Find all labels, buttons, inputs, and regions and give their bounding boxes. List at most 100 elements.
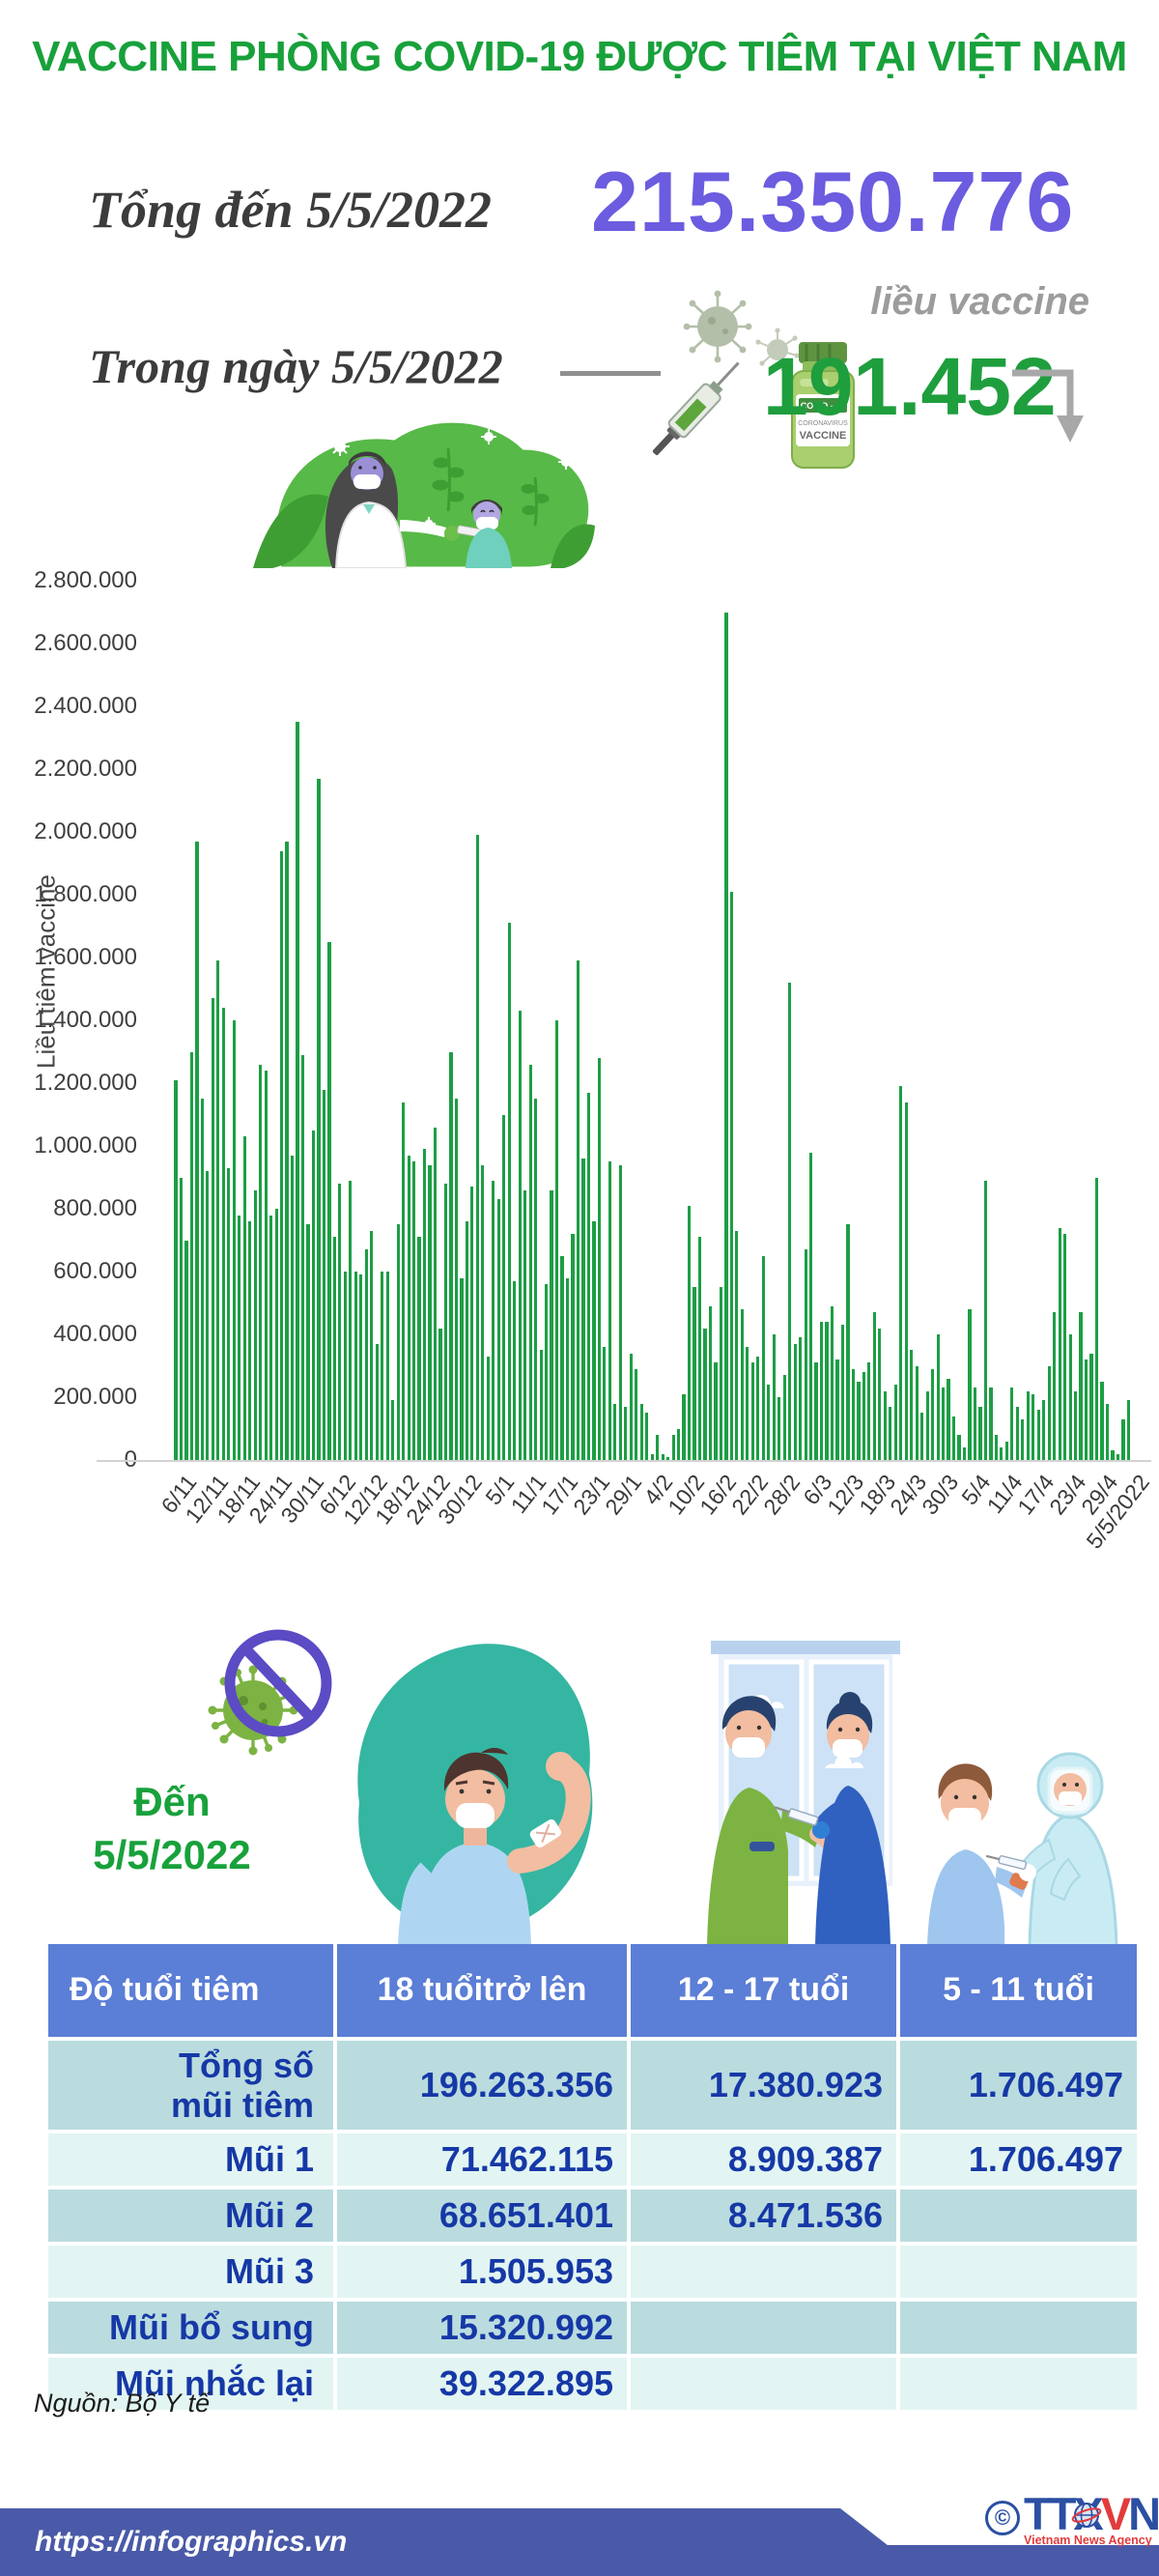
bar [947, 1378, 950, 1460]
bar [697, 1237, 702, 1460]
bar [470, 1187, 474, 1460]
svg-text:VACCINE: VACCINE [800, 430, 847, 442]
child-vaccination-illustration [927, 1752, 1118, 1946]
bar [1089, 1353, 1093, 1460]
bar [285, 841, 289, 1460]
bar [904, 1102, 908, 1460]
bar [814, 1362, 818, 1460]
bar [232, 1020, 236, 1460]
bar [592, 1221, 596, 1460]
table-value-cell [900, 2302, 1137, 2354]
bar [1079, 1312, 1083, 1460]
bar [1026, 1390, 1030, 1460]
table-header-cell: 5 - 11 tuổi [900, 1944, 1137, 2037]
teen-vaccination-illustration [707, 1641, 900, 1946]
bar [925, 1390, 929, 1460]
table-value-cell [900, 2246, 1137, 2298]
x-axis-line [97, 1460, 1151, 1462]
table-row-label: Mũi 1 [48, 2133, 333, 2186]
bar [724, 612, 728, 1460]
footer-url[interactable]: https://infographics.vn [35, 2526, 348, 2558]
bar [719, 1287, 723, 1460]
bar [486, 1356, 490, 1460]
bar [338, 1184, 342, 1460]
bar [438, 1328, 442, 1460]
bar [174, 1079, 178, 1460]
bar [767, 1385, 771, 1460]
table-value-cell: 17.380.923 [631, 2041, 896, 2130]
bar [603, 1347, 607, 1460]
age-group-table: Độ tuổi tiêm 18 tuổi trở lên 12 - 17 tuổi 5 … [48, 1944, 1137, 2410]
bar [613, 1403, 617, 1460]
bar [353, 1272, 357, 1460]
bar [206, 1171, 210, 1460]
y-tick-label: 0 [31, 1446, 137, 1474]
bar [772, 1334, 776, 1460]
bar [359, 1274, 363, 1460]
y-tick-label: 2.200.000 [34, 756, 137, 782]
bar [889, 1406, 892, 1460]
table-value-cell: 71.462.115 [337, 2133, 627, 2186]
bar [825, 1322, 829, 1460]
y-tick-label: 800.000 [53, 1195, 137, 1221]
bar [989, 1388, 993, 1460]
bar [624, 1406, 628, 1460]
bar [523, 1189, 527, 1460]
bar [460, 1277, 464, 1460]
bar [184, 1240, 188, 1460]
y-tick-label: 1.000.000 [34, 1132, 137, 1159]
bar [391, 1400, 395, 1460]
bar [1116, 1453, 1120, 1460]
total-label: Tổng đến 5/5/2022 [89, 181, 493, 239]
bar [809, 1152, 813, 1460]
table-header-cell: 12 - 17 tuổi [631, 1944, 896, 2037]
bar [550, 1189, 553, 1460]
bar [931, 1368, 935, 1460]
total-value: 215.350.776 [591, 154, 1075, 249]
bar [1111, 1450, 1115, 1460]
table-row-label: Mũi nhắc lại [48, 2358, 333, 2410]
bar [534, 1099, 538, 1460]
bar [682, 1393, 686, 1460]
bar [496, 1199, 500, 1460]
bar [586, 1092, 591, 1460]
bar [851, 1368, 856, 1460]
bar [1121, 1418, 1125, 1460]
connector-line [560, 371, 661, 376]
bar [1000, 1447, 1004, 1460]
bar [597, 1058, 601, 1460]
bar [1105, 1403, 1110, 1460]
bar [364, 1249, 368, 1460]
table-value-cell: 1.505.953 [337, 2246, 627, 2298]
bar [1068, 1334, 1072, 1460]
syringe-vial-icon: COVID - 19 CORONAVIRUS VACCINE [652, 290, 855, 469]
copyright-icon: © [985, 2501, 1020, 2535]
bar [528, 1064, 532, 1460]
bar [746, 1347, 749, 1460]
bar [1074, 1390, 1078, 1460]
y-tick-label: 1.800.000 [34, 881, 137, 907]
bar [317, 778, 321, 1460]
bar [274, 1209, 278, 1460]
bar [899, 1086, 903, 1460]
bar [973, 1388, 977, 1460]
bar [666, 1456, 670, 1460]
bar [840, 1325, 845, 1460]
bar [878, 1328, 882, 1460]
total-unit: liều vaccine [870, 280, 1089, 323]
bar [539, 1350, 543, 1460]
bar [804, 1249, 807, 1460]
bar [200, 1099, 204, 1460]
bar [693, 1287, 696, 1460]
bar [571, 1234, 575, 1460]
bar [332, 1237, 336, 1460]
bar [687, 1205, 692, 1460]
bar [492, 1180, 495, 1460]
bar [1126, 1399, 1130, 1460]
bar [454, 1099, 459, 1460]
table-value-cell: 1.706.497 [900, 2041, 1137, 2130]
bar [618, 1164, 622, 1460]
table-row-label: Tổng số mũi tiêm [48, 2041, 333, 2130]
bar [920, 1413, 924, 1460]
y-tick-label: 1.200.000 [34, 1070, 137, 1096]
